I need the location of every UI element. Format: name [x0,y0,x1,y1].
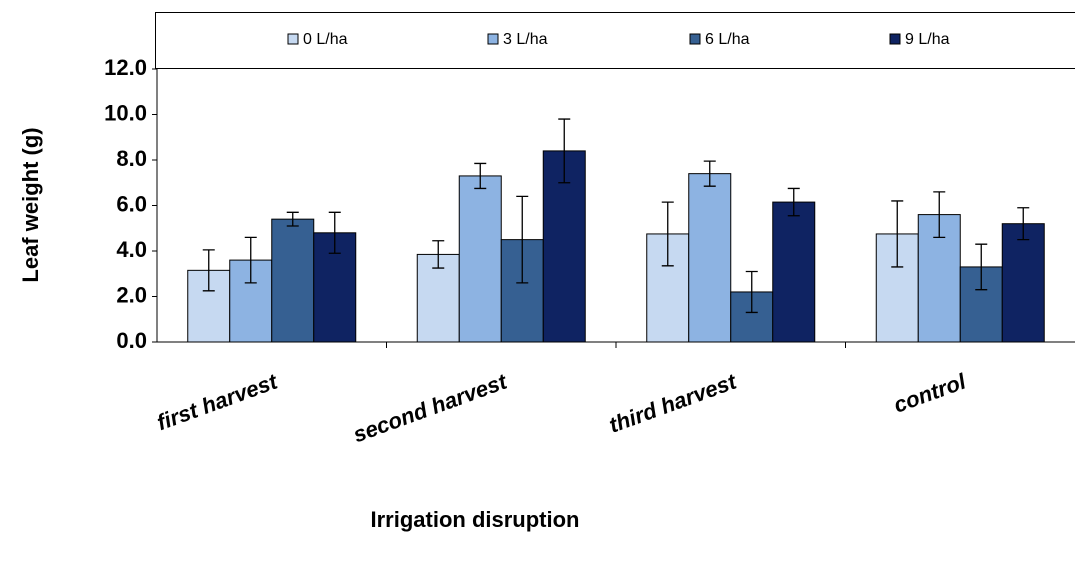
error-bar [891,200,904,268]
legend-box [155,12,1075,69]
x-tick-label: third harvest [606,368,741,438]
legend-swatch [889,33,901,45]
error-bar [661,201,674,267]
legend-swatch [487,33,499,45]
error-bar [1017,207,1030,241]
legend-swatch [287,33,299,45]
error-bar [787,187,800,217]
error-bar [432,240,445,269]
error-bar [328,211,341,254]
error-bar [202,249,215,292]
y-tick-label: 0.0 [116,328,147,353]
x-tick-label: second harvest [350,368,512,447]
error-bar [558,118,571,184]
error-bar [474,162,487,190]
error-bar [745,270,758,314]
bar [271,218,315,343]
y-axis-title: Leaf weight (g) [18,127,43,282]
y-tick-label: 2.0 [116,282,147,307]
error-bar [703,160,716,187]
legend-label: 9 L/ha [905,31,950,48]
bar [458,175,502,343]
legend-label: 3 L/ha [503,31,548,48]
bar [772,201,816,343]
legend-label: 0 L/ha [303,31,348,48]
y-tick-label: 12.0 [104,55,147,80]
error-bar [286,211,299,227]
y-tick-label: 4.0 [116,237,147,262]
y-tick-label: 6.0 [116,191,147,216]
error-bar [933,191,946,238]
x-axis-title: Irrigation disruption [371,507,580,532]
legend-label: 6 L/ha [705,31,750,48]
error-bar [516,195,529,284]
bar [688,173,732,343]
bar [187,269,231,343]
x-tick-label: control [890,368,969,417]
error-bar [975,243,988,291]
x-tick-label: first harvest [154,368,282,435]
bar [1001,223,1045,343]
y-tick-label: 8.0 [116,146,147,171]
legend-swatch [689,33,701,45]
y-tick-label: 10.0 [104,100,147,125]
error-bar [244,236,257,284]
